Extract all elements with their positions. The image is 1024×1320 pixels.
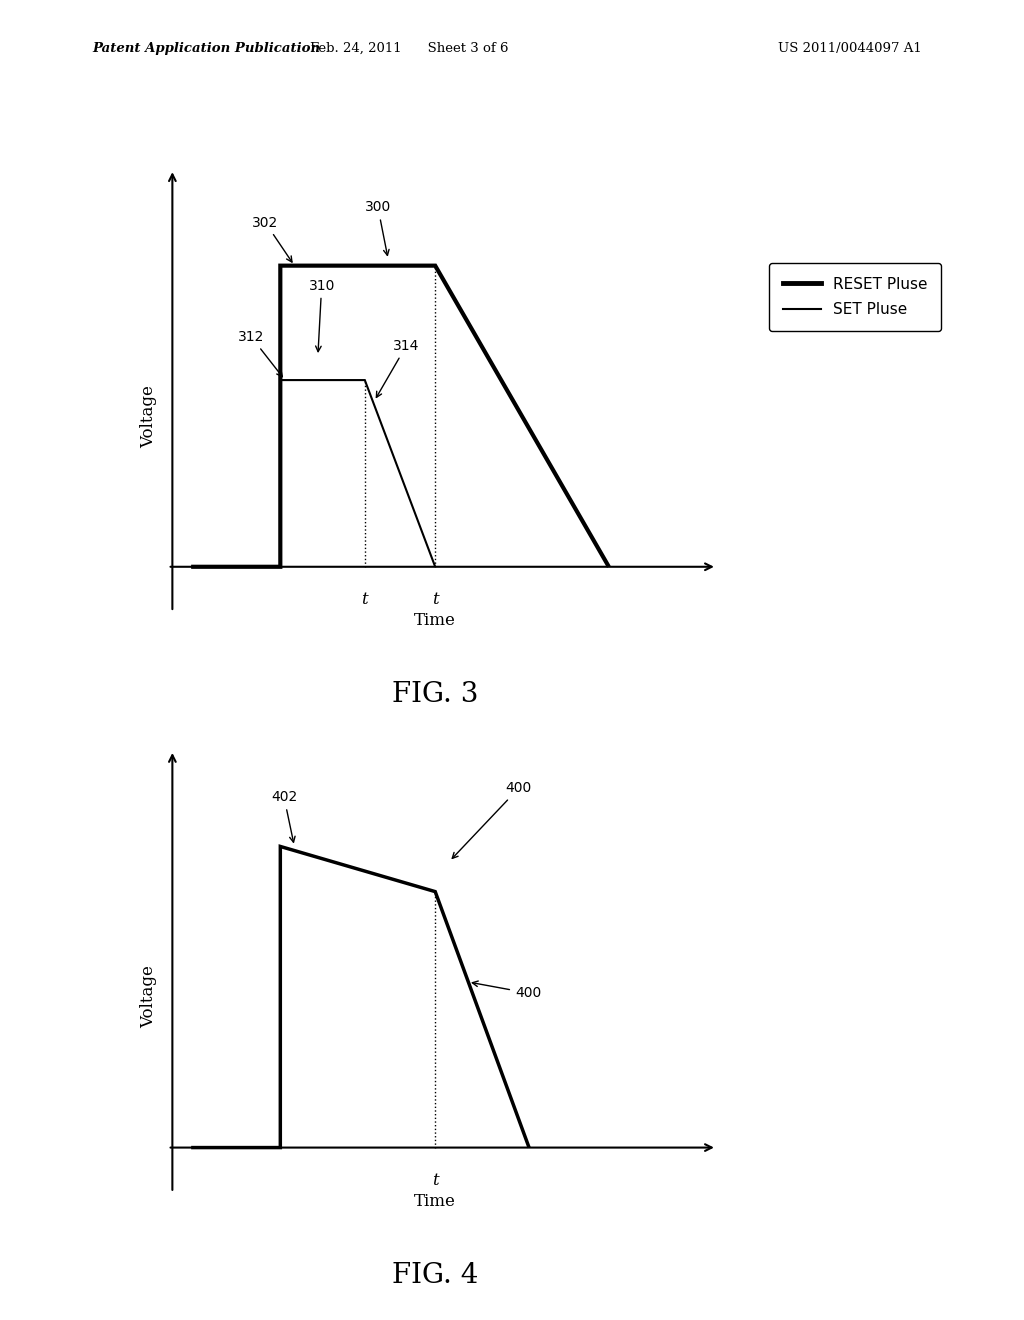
Text: FIG. 3: FIG. 3 [392, 681, 478, 709]
Text: Voltage: Voltage [140, 965, 158, 1028]
Text: t: t [361, 591, 368, 609]
Text: 400: 400 [453, 781, 531, 858]
Text: 400: 400 [472, 981, 542, 1001]
Text: 312: 312 [238, 330, 283, 376]
Text: t: t [432, 591, 438, 609]
Text: US 2011/0044097 A1: US 2011/0044097 A1 [778, 42, 922, 55]
Text: 314: 314 [377, 339, 420, 397]
Text: Time: Time [415, 612, 456, 628]
Text: 302: 302 [252, 215, 292, 263]
Text: Feb. 24, 2011    Sheet 3 of 6: Feb. 24, 2011 Sheet 3 of 6 [310, 42, 509, 55]
Text: Patent Application Publication: Patent Application Publication [92, 42, 321, 55]
Text: 300: 300 [365, 201, 391, 255]
Text: 310: 310 [308, 279, 335, 351]
Text: t: t [432, 1172, 438, 1189]
Legend: RESET Pluse, SET Pluse: RESET Pluse, SET Pluse [769, 263, 941, 331]
Text: FIG. 4: FIG. 4 [392, 1262, 478, 1290]
Text: Time: Time [415, 1193, 456, 1209]
Text: 402: 402 [271, 791, 297, 842]
Text: Voltage: Voltage [140, 384, 158, 447]
